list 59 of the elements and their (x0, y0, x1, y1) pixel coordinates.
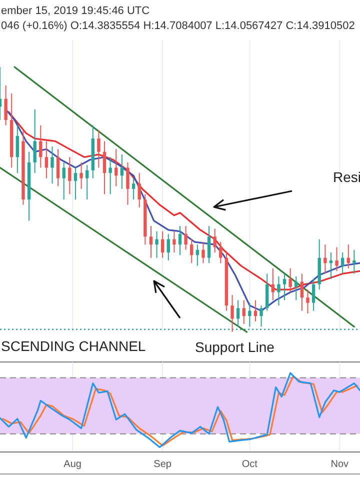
candlestick (248, 302, 252, 328)
x-tick-label: Sep (154, 459, 172, 470)
candlestick (33, 108, 36, 174)
candlestick (114, 148, 118, 187)
candlestick (56, 148, 60, 187)
candlestick (242, 300, 246, 325)
candlestick (85, 164, 89, 200)
candlestick (213, 228, 216, 253)
text: 046 (+0.16%) O:14.3835554 H:14.7084007 L:14.0567427 C:14.3910502 (1, 20, 355, 32)
candlestick (312, 278, 316, 312)
text: ember 15, 2019 19:45:46 UTC (1, 5, 150, 17)
candlestick (50, 146, 54, 184)
candlestick (138, 172, 141, 208)
candlestick (335, 246, 338, 272)
candlestick (271, 268, 275, 301)
text: Support Line (195, 339, 275, 355)
candlestick (306, 289, 310, 314)
candlestick (277, 276, 280, 306)
candlestick (39, 124, 42, 168)
candlestick (230, 294, 234, 332)
candlestick (178, 226, 182, 256)
x-tick-label: Aug (64, 459, 82, 470)
candlestick (190, 238, 194, 264)
candlestick (44, 140, 48, 179)
candlestick (4, 85, 8, 126)
candlestick (68, 156, 72, 195)
candlestick (102, 140, 106, 195)
annotation: Resi (333, 169, 360, 185)
candlestick (172, 230, 176, 253)
candlestick (149, 226, 153, 258)
candlestick (265, 273, 269, 312)
candlestick (324, 244, 327, 274)
candlestick (202, 241, 205, 264)
candlestick (352, 249, 356, 274)
candlestick (16, 124, 20, 174)
candlestick (155, 230, 158, 258)
candlestick (288, 268, 292, 293)
candlestick (108, 156, 112, 195)
text: SCENDING CHANNEL (1, 338, 146, 354)
candlestick (126, 162, 130, 206)
candlestick (62, 162, 66, 200)
candlestick (74, 167, 78, 200)
x-tick-label: Oct (242, 459, 258, 470)
candlestick (166, 233, 170, 261)
candlestick (97, 130, 100, 168)
candlestick (282, 273, 286, 301)
candlestick (260, 305, 263, 328)
candlestick (236, 300, 240, 328)
candlestick (219, 241, 222, 264)
candlestick (207, 226, 211, 264)
x-tick-label: Nov (330, 459, 349, 470)
candlestick (340, 252, 344, 274)
candlestick (184, 226, 188, 250)
candlestick (160, 230, 164, 258)
candlestick (300, 273, 304, 312)
candlestick (80, 162, 83, 190)
candlestick (120, 154, 124, 190)
candlestick (132, 178, 136, 200)
candlestick (294, 276, 298, 301)
